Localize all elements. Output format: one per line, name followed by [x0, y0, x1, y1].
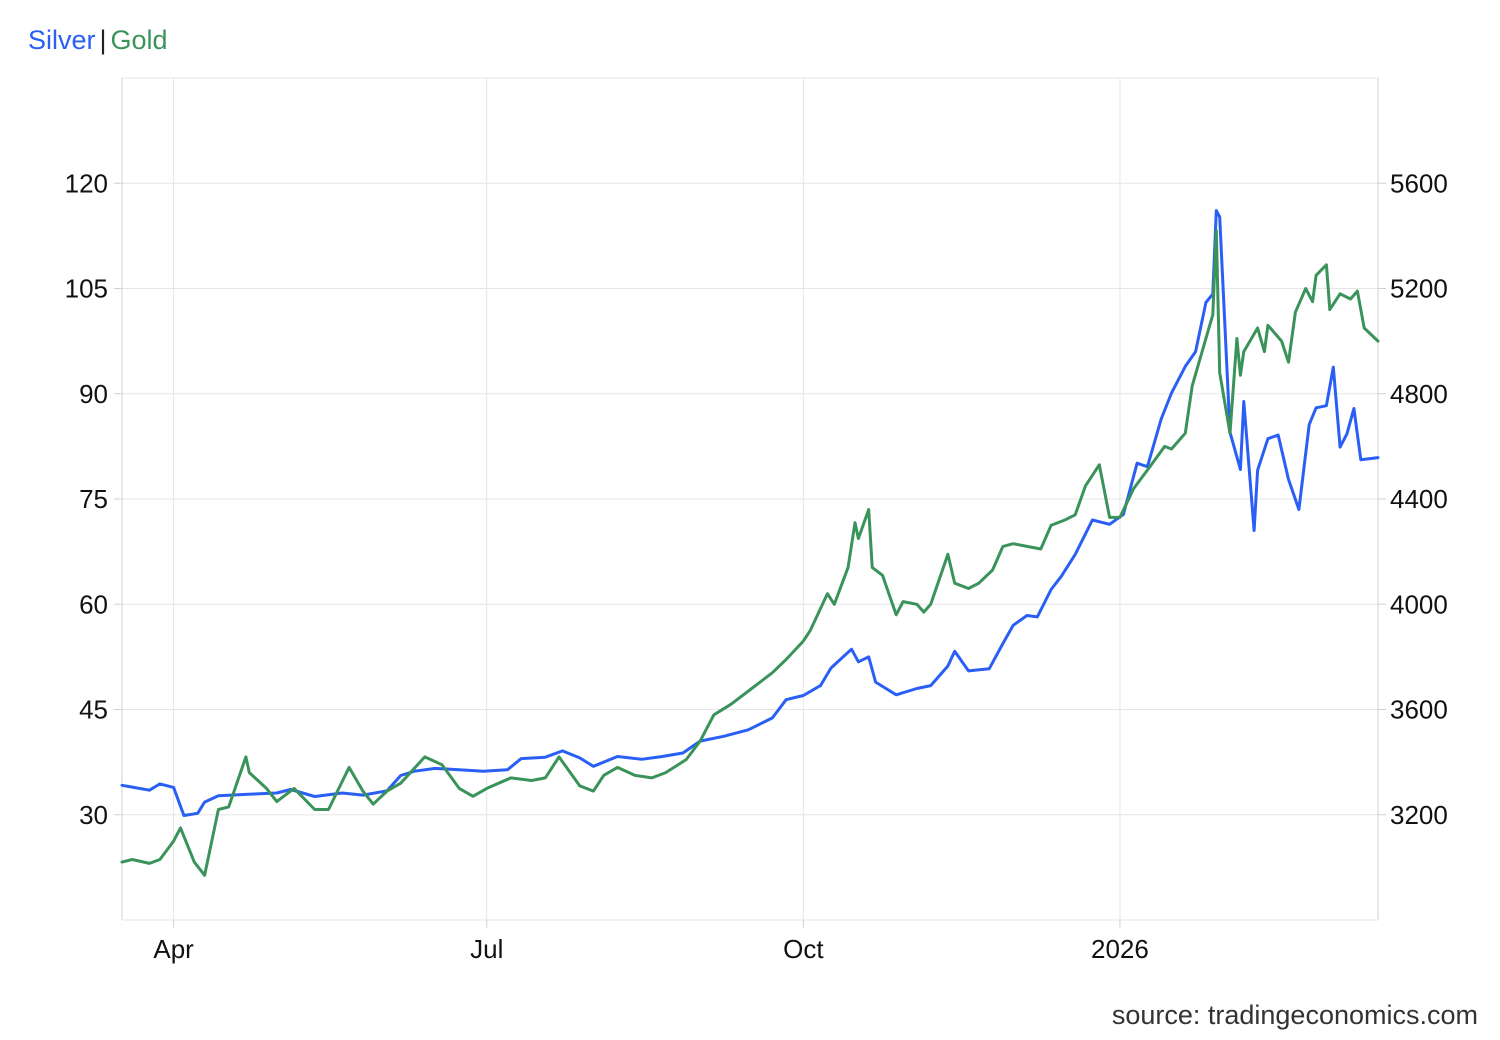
source-credit: source: tradingeconomics.com [1111, 1000, 1478, 1030]
y-tick-label-left: 45 [79, 695, 108, 725]
x-tick-label: Jul [470, 934, 503, 964]
legend-gold[interactable]: Gold [110, 25, 168, 55]
y-tick-label-right: 4000 [1390, 589, 1448, 619]
y-tick-label-right: 3200 [1390, 800, 1448, 830]
grid-layer [122, 77, 1378, 921]
legend-separator: | [99, 25, 107, 55]
series-layer [120, 209, 1380, 877]
legend-silver[interactable]: Silver [28, 25, 96, 55]
y-tick-label-right: 5600 [1390, 168, 1448, 198]
x-tick-label: 2026 [1091, 934, 1149, 964]
y-tick-label-right: 4400 [1390, 484, 1448, 514]
y-tick-label-left: 30 [79, 800, 108, 830]
y-tick-label-left: 90 [79, 379, 108, 409]
x-tick-label: Oct [783, 934, 824, 964]
y-tick-label-right: 5200 [1390, 274, 1448, 304]
x-tick-label: Apr [153, 934, 194, 964]
y-tick-label-left: 120 [65, 168, 108, 198]
y-tick-label-left: 75 [79, 484, 108, 514]
series-line-gold [120, 229, 1380, 877]
y-tick-label-left: 105 [65, 274, 108, 304]
y-tick-label-left: 60 [79, 589, 108, 619]
legend: Silver | Gold [28, 24, 168, 56]
y-tick-label-right: 3600 [1390, 695, 1448, 725]
price-chart: 30 45 60 75 90 105 120 3200 3600 4000 4400 4800 5200… [65, 77, 1448, 964]
axis-layer: 30 45 60 75 90 105 120 3200 3600 4000 4400 4800 5200… [65, 78, 1448, 964]
series-line-silver [120, 209, 1380, 817]
y-tick-label-right: 4800 [1390, 379, 1448, 409]
